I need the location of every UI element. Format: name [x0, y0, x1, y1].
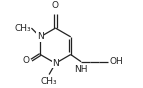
Text: CH₃: CH₃ — [41, 77, 57, 86]
Text: OH: OH — [109, 57, 123, 66]
Text: NH: NH — [74, 65, 88, 74]
Text: O: O — [23, 56, 30, 65]
Text: N: N — [52, 59, 59, 68]
Text: N: N — [37, 32, 44, 41]
Text: CH₃: CH₃ — [14, 24, 31, 33]
Text: O: O — [52, 1, 59, 10]
